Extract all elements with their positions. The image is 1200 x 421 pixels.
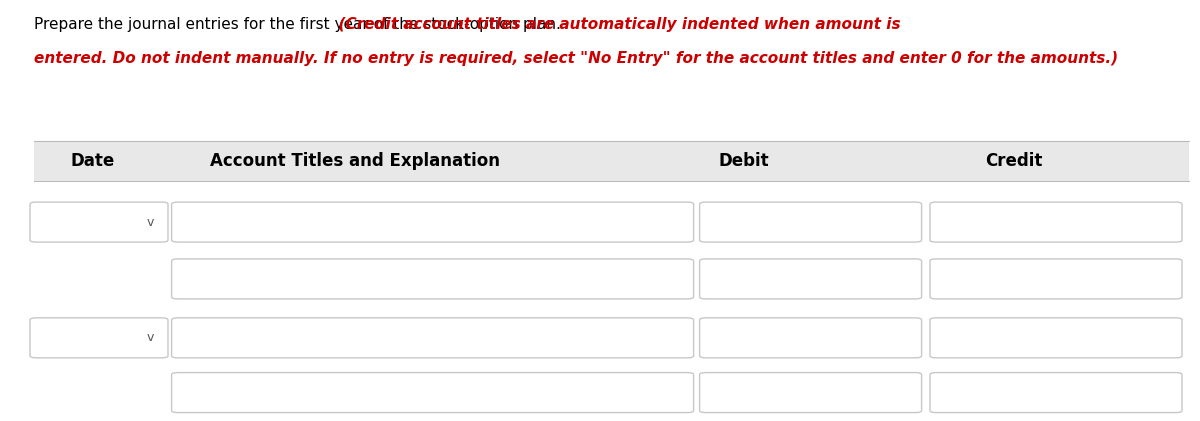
FancyBboxPatch shape <box>172 318 694 358</box>
Text: entered. Do not indent manually. If no entry is required, select "No Entry" for : entered. Do not indent manually. If no e… <box>34 51 1117 67</box>
Text: Credit: Credit <box>985 152 1043 170</box>
Text: v: v <box>146 216 154 229</box>
Text: Date: Date <box>71 152 114 170</box>
Text: (Credit account titles are automatically indented when amount is: (Credit account titles are automatically… <box>34 17 900 32</box>
Text: v: v <box>146 331 154 344</box>
FancyBboxPatch shape <box>700 373 922 413</box>
FancyBboxPatch shape <box>930 318 1182 358</box>
Text: Debit: Debit <box>719 152 769 170</box>
FancyBboxPatch shape <box>930 259 1182 299</box>
FancyBboxPatch shape <box>700 259 922 299</box>
FancyBboxPatch shape <box>172 259 694 299</box>
FancyBboxPatch shape <box>700 202 922 242</box>
FancyBboxPatch shape <box>172 202 694 242</box>
Text: Account Titles and Explanation: Account Titles and Explanation <box>210 152 500 170</box>
FancyBboxPatch shape <box>930 202 1182 242</box>
FancyBboxPatch shape <box>30 202 168 242</box>
Text: Prepare the journal entries for the first year of the stock-option plan.: Prepare the journal entries for the firs… <box>34 17 565 32</box>
FancyBboxPatch shape <box>172 373 694 413</box>
Bar <box>34 141 1189 181</box>
FancyBboxPatch shape <box>30 318 168 358</box>
FancyBboxPatch shape <box>700 318 922 358</box>
FancyBboxPatch shape <box>930 373 1182 413</box>
